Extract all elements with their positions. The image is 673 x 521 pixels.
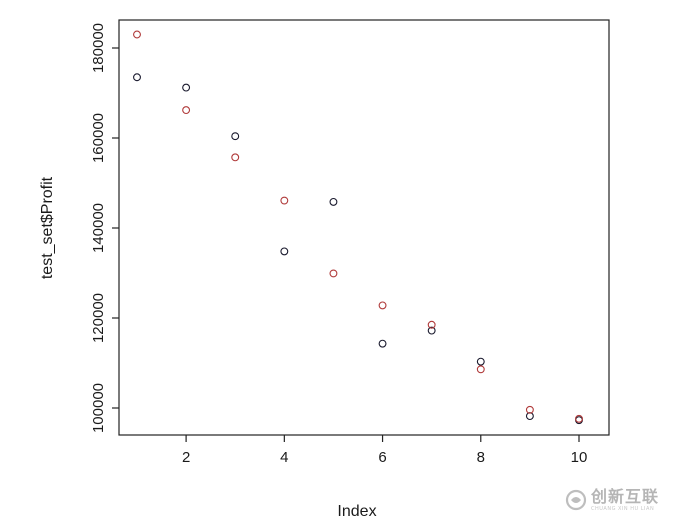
- watermark-subtext: CHUANG XIN HU LIAN: [591, 505, 655, 512]
- y-tick-label: 100000: [90, 383, 107, 433]
- y-axis: 100000 120000 140000 160000 180000: [90, 23, 119, 433]
- x-tick-label: 2: [182, 449, 190, 466]
- data-point-series-1: [182, 83, 191, 92]
- data-point-series-2: [182, 106, 191, 115]
- x-tick-label: 10: [571, 449, 588, 466]
- x-tick-label: 4: [280, 449, 288, 466]
- data-point-series-1: [378, 339, 387, 348]
- plot-frame: [118, 19, 610, 436]
- x-tick-label: 8: [477, 449, 485, 466]
- data-point-series-2: [476, 365, 485, 374]
- data-point-series-1: [476, 357, 485, 366]
- y-tick-label: 180000: [90, 23, 107, 73]
- swirl-logo-icon: [565, 489, 587, 511]
- data-point-series-1: [133, 73, 141, 82]
- data-point-series-2: [329, 269, 338, 278]
- data-point-series-2: [525, 405, 534, 414]
- data-point-series-1: [280, 247, 289, 256]
- y-axis-title: test_set$Profit: [39, 176, 56, 279]
- data-point-series-2: [575, 414, 583, 423]
- data-point-series-1: [427, 326, 436, 335]
- data-point-series-2: [427, 320, 436, 329]
- data-point-series-1: [329, 197, 338, 206]
- data-points: [133, 30, 583, 425]
- x-axis-title: Index: [337, 503, 376, 520]
- y-tick-label: 140000: [90, 203, 107, 253]
- watermark: 创新互联 CHUANG XIN HU LIAN: [565, 485, 665, 515]
- watermark-text: 创新互联: [591, 486, 660, 506]
- y-tick-label: 120000: [90, 293, 107, 343]
- data-point-series-2: [378, 301, 387, 310]
- data-point-series-2: [280, 196, 289, 205]
- x-axis: 2 4 6 8 10: [182, 435, 587, 466]
- data-point-series-2: [231, 153, 240, 162]
- y-tick-label: 160000: [90, 113, 107, 163]
- data-point-series-1: [231, 132, 240, 141]
- data-point-series-2: [133, 30, 141, 39]
- x-tick-label: 6: [378, 449, 386, 466]
